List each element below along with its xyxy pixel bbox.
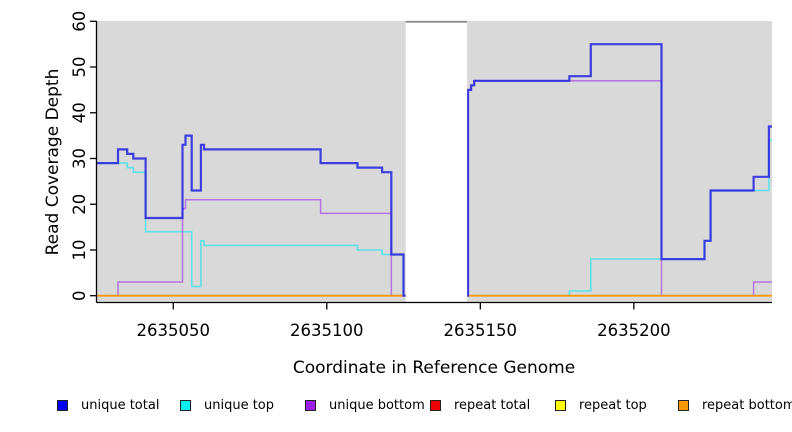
legend-item-repeat-top: repeat top (555, 398, 647, 413)
legend-item-repeat-total: repeat total (430, 398, 530, 413)
legend-label: repeat bottom (702, 398, 792, 413)
y-tick-label: 20 (70, 194, 89, 215)
x-tick-label: 2635150 (444, 321, 518, 340)
y-tick-label: 50 (70, 57, 89, 78)
y-tick-label: 40 (70, 102, 89, 123)
unique-top-swatch-icon (180, 400, 191, 411)
legend-item-unique-top: unique top (180, 398, 274, 413)
y-tick-label: 30 (70, 148, 89, 169)
legend-item-unique-total: unique total (57, 398, 159, 413)
x-axis-title: Coordinate in Reference Genome (292, 358, 576, 378)
repeat-top-swatch-icon (555, 400, 566, 411)
unique-bottom-swatch-icon (305, 400, 316, 411)
x-tick-label: 2635200 (597, 321, 671, 340)
y-tick-label: 10 (70, 239, 89, 260)
unique-total-swatch-icon (57, 400, 68, 411)
legend-item-repeat-bottom: repeat bottom (678, 398, 792, 413)
no-data-mask (405, 21, 468, 302)
repeat-total-swatch-icon (430, 400, 441, 411)
legend-item-unique-bottom: unique bottom (305, 398, 425, 413)
x-tick-label: 2635100 (290, 321, 364, 340)
repeat-bottom-swatch-icon (678, 400, 689, 411)
x-tick-label: 2635050 (137, 321, 211, 340)
legend-label: repeat total (454, 398, 531, 413)
y-axis-title: Read Coverage Depth (43, 68, 63, 256)
y-tick-label: 60 (70, 11, 89, 32)
legend-label: unique total (81, 398, 160, 413)
legend-label: unique top (204, 398, 275, 413)
y-tick-label: 0 (70, 290, 89, 301)
legend-label: unique bottom (329, 398, 425, 413)
legend: unique total unique top unique bottom re… (0, 398, 792, 424)
series-unique-total (96, 43, 772, 297)
legend-label: repeat top (579, 398, 647, 413)
